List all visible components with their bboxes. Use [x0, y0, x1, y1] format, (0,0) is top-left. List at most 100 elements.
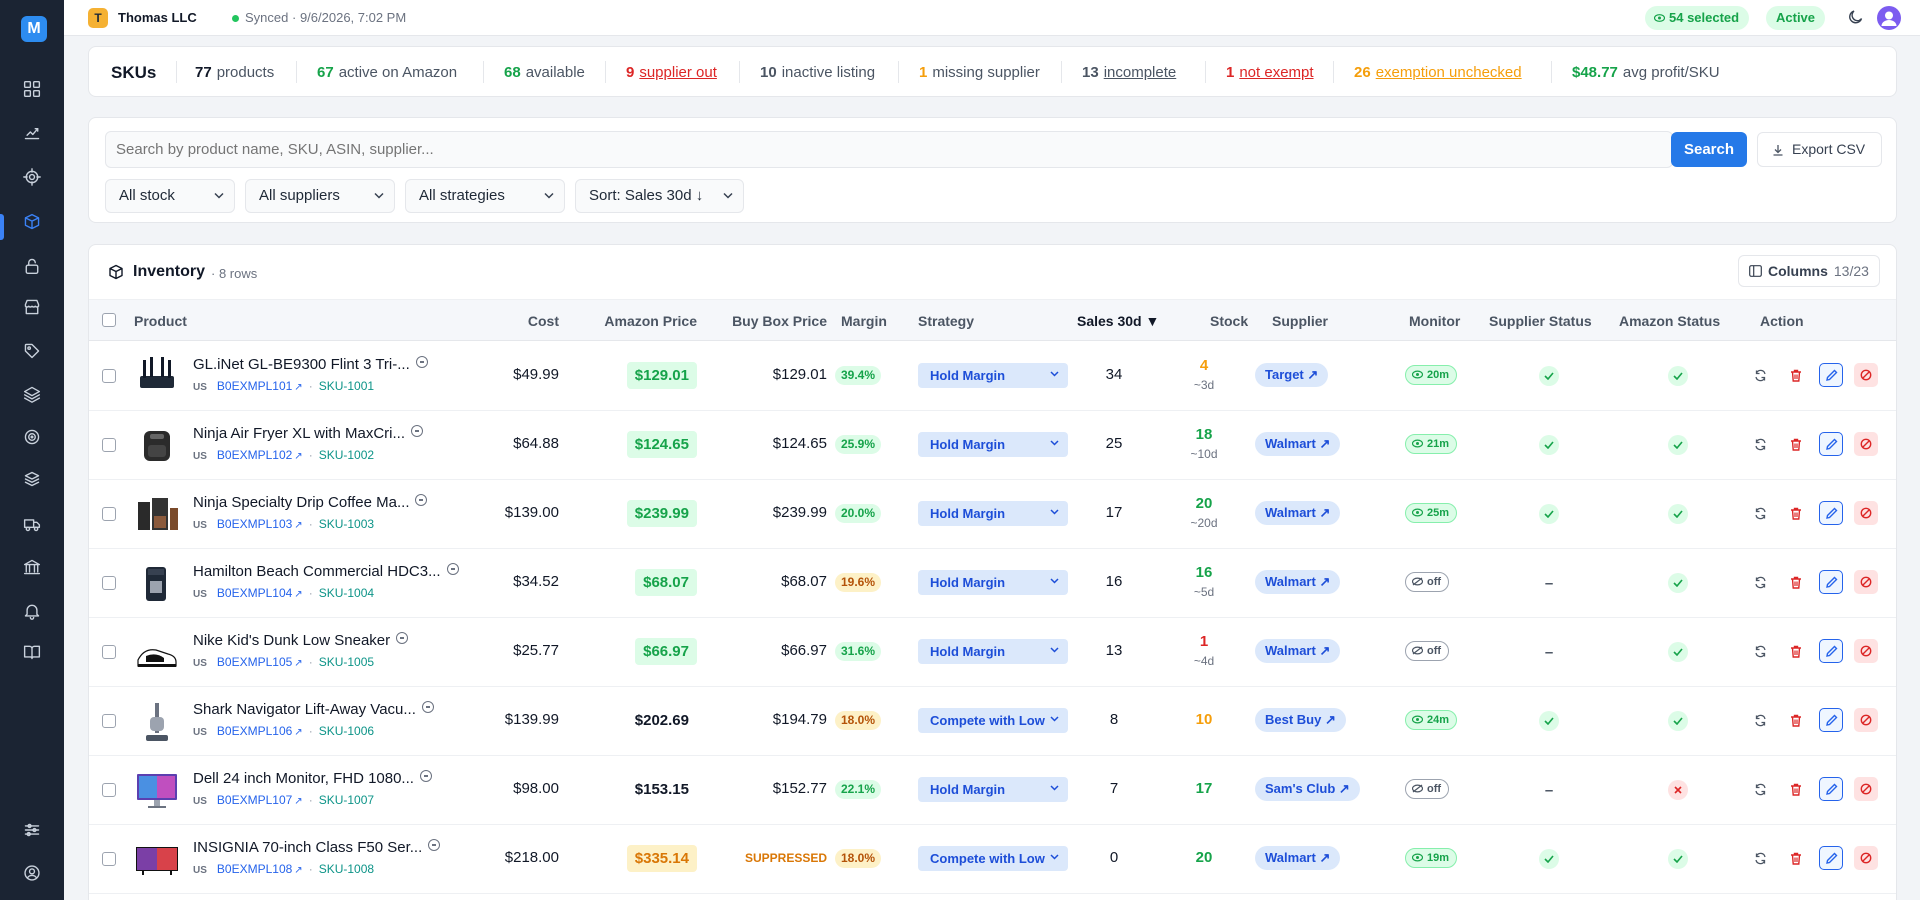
add-circle-icon[interactable]	[428, 839, 441, 851]
sku-link[interactable]: SKU-1001	[318, 379, 375, 393]
refresh-button[interactable]	[1748, 708, 1772, 732]
search-input[interactable]	[105, 131, 1673, 168]
strategy-select[interactable]: Hold Margin	[918, 777, 1068, 802]
table-row[interactable]: Nike Kid's Dunk Low Sneaker US B0EXMPL105 ↗…	[89, 618, 1896, 687]
asin-link[interactable]: B0EXMPL104	[216, 586, 293, 600]
strategy-select[interactable]: Hold Margin	[918, 501, 1068, 526]
store-icon[interactable]	[21, 296, 43, 318]
external-link-icon[interactable]: ↗	[294, 589, 303, 600]
sku-link[interactable]: SKU-1003	[318, 517, 375, 531]
edit-button[interactable]	[1819, 846, 1843, 870]
col-product[interactable]: Product	[134, 313, 187, 329]
row-checkbox[interactable]	[102, 645, 116, 659]
refresh-button[interactable]	[1748, 570, 1772, 594]
table-row[interactable]: Ninja Specialty Drip Coffee Ma... US B0EXM…	[89, 480, 1896, 549]
asin-link[interactable]: B0EXMPL105	[216, 655, 293, 669]
col-buy-box-price[interactable]: Buy Box Price	[732, 313, 827, 329]
edit-button[interactable]	[1819, 501, 1843, 525]
product-name[interactable]: Ninja Specialty Drip Coffee Ma...	[193, 494, 428, 511]
sku-link[interactable]: SKU-1008	[318, 862, 375, 876]
bell-icon[interactable]	[21, 600, 43, 622]
inventory-box-icon[interactable]	[21, 211, 43, 233]
strategy-select[interactable]: Compete with Low	[918, 846, 1068, 871]
sku-link[interactable]: SKU-1007	[318, 793, 375, 807]
row-checkbox[interactable]	[102, 369, 116, 383]
add-circle-icon[interactable]	[411, 425, 423, 437]
table-row[interactable]: Shark Navigator Lift-Away Vacu... US B0EXM…	[89, 687, 1896, 756]
columns-button[interactable]: Columns 13/23	[1738, 255, 1880, 287]
stat-incomplete[interactable]: 13 incomplete	[1082, 64, 1176, 81]
col-margin[interactable]: Margin	[841, 313, 887, 329]
supplier-link[interactable]: Best Buy ↗	[1255, 708, 1346, 732]
selected-count-badge[interactable]: 54 selected	[1645, 6, 1750, 30]
org-avatar[interactable]: T	[88, 8, 108, 28]
bank-icon[interactable]	[21, 556, 43, 578]
edit-button[interactable]	[1819, 639, 1843, 663]
supplier-link[interactable]: Target ↗	[1255, 363, 1329, 387]
add-circle-icon[interactable]	[421, 701, 434, 713]
edit-button[interactable]	[1819, 363, 1843, 387]
strategy-select[interactable]: Hold Margin	[918, 570, 1068, 595]
external-link-icon[interactable]: ↗	[294, 727, 303, 738]
delete-button[interactable]	[1784, 846, 1808, 870]
sku-link[interactable]: SKU-1002	[318, 448, 375, 462]
delete-button[interactable]	[1784, 708, 1808, 732]
strategy-filter-select[interactable]: All strategies	[405, 179, 565, 213]
strategy-select[interactable]: Hold Margin	[918, 363, 1068, 388]
product-name[interactable]: Nike Kid's Dunk Low Sneaker	[193, 632, 409, 649]
product-name[interactable]: INSIGNIA 70-inch Class F50 Ser...	[193, 839, 441, 856]
analytics-icon[interactable]	[21, 121, 43, 143]
product-name[interactable]: Shark Navigator Lift-Away Vacu...	[193, 701, 434, 718]
edit-button[interactable]	[1819, 432, 1843, 456]
supplier-link[interactable]: Walmart ↗	[1255, 501, 1341, 525]
add-circle-icon[interactable]	[415, 494, 428, 506]
add-circle-icon[interactable]	[396, 632, 409, 644]
block-button[interactable]	[1854, 363, 1878, 387]
lock-icon[interactable]	[21, 255, 43, 277]
block-button[interactable]	[1854, 501, 1878, 525]
col-monitor[interactable]: Monitor	[1409, 313, 1461, 329]
refresh-button[interactable]	[1748, 846, 1772, 870]
strategy-select[interactable]: Compete with Low	[918, 708, 1068, 733]
monitor-badge[interactable]: 21m	[1405, 434, 1458, 454]
delete-button[interactable]	[1784, 363, 1808, 387]
layers-icon[interactable]	[21, 383, 43, 405]
search-button[interactable]: Search	[1671, 132, 1747, 167]
stat-supplier-out[interactable]: 9 supplier out	[626, 64, 717, 81]
product-name[interactable]: Dell 24 inch Monitor, FHD 1080...	[193, 770, 432, 787]
row-checkbox[interactable]	[102, 714, 116, 728]
row-checkbox[interactable]	[102, 507, 116, 521]
row-checkbox[interactable]	[102, 576, 116, 590]
strategy-select[interactable]: Hold Margin	[918, 639, 1068, 664]
supplier-link[interactable]: Walmart ↗	[1255, 846, 1341, 870]
external-link-icon[interactable]: ↗	[294, 658, 303, 669]
supplier-filter-select[interactable]: All suppliers	[245, 179, 395, 213]
stat-exemption-unchecked[interactable]: 26 exemption unchecked	[1354, 64, 1522, 81]
sort-select[interactable]: Sort: Sales 30d ↓	[575, 179, 744, 213]
delete-button[interactable]	[1784, 639, 1808, 663]
settings-sliders-icon[interactable]	[21, 819, 43, 841]
refresh-button[interactable]	[1748, 363, 1772, 387]
monitor-badge[interactable]: off	[1405, 641, 1450, 661]
refresh-button[interactable]	[1748, 777, 1772, 801]
col-sales-30d[interactable]: Sales 30d ▼	[1077, 313, 1160, 329]
strategy-select[interactable]: Hold Margin	[918, 432, 1068, 457]
col-stock[interactable]: Stock	[1210, 313, 1249, 329]
monitor-badge[interactable]: 25m	[1405, 503, 1458, 523]
asin-link[interactable]: B0EXMPL107	[216, 793, 293, 807]
sku-link[interactable]: SKU-1004	[318, 586, 375, 600]
refresh-button[interactable]	[1748, 432, 1772, 456]
block-button[interactable]	[1854, 432, 1878, 456]
product-name[interactable]: Hamilton Beach Commercial HDC3...	[193, 563, 459, 580]
product-name[interactable]: GL.iNet GL-BE9300 Flint 3 Tri-...	[193, 356, 428, 373]
add-circle-icon[interactable]	[446, 563, 459, 575]
refresh-button[interactable]	[1748, 639, 1772, 663]
col-strategy[interactable]: Strategy	[918, 313, 975, 329]
supplier-link[interactable]: Walmart ↗	[1255, 432, 1341, 456]
block-button[interactable]	[1854, 777, 1878, 801]
org-name[interactable]: Thomas LLC	[118, 10, 197, 25]
add-circle-icon[interactable]	[415, 356, 428, 368]
app-logo[interactable]: M	[21, 16, 47, 42]
asin-link[interactable]: B0EXMPL106	[216, 724, 293, 738]
col-supplier[interactable]: Supplier	[1272, 313, 1329, 329]
